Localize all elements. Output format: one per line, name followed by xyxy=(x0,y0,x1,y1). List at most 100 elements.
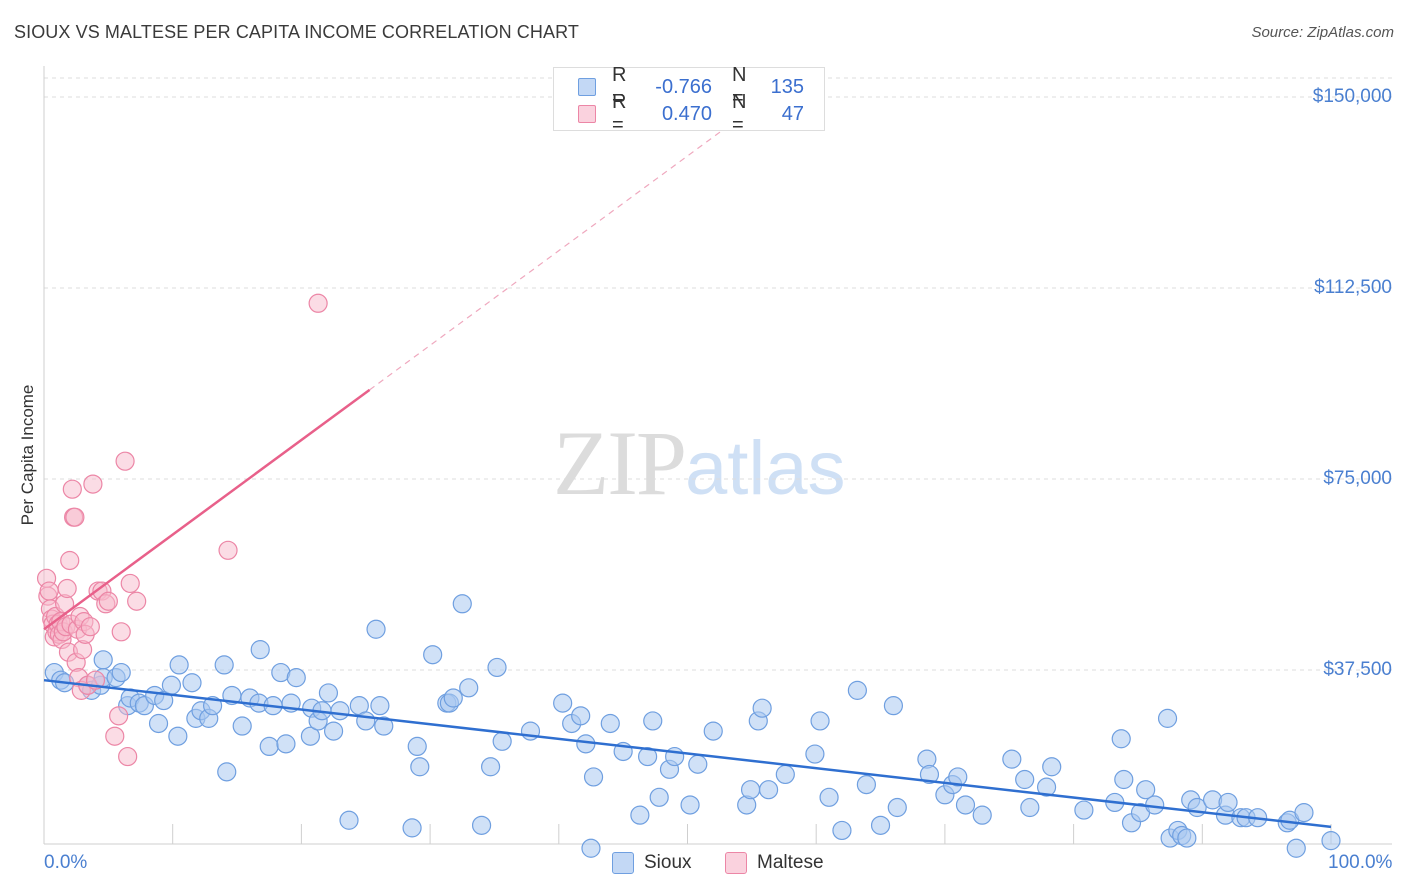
sioux-point xyxy=(1002,749,1022,769)
sioux-point xyxy=(581,838,601,858)
sioux-point xyxy=(805,744,825,764)
maltese-point xyxy=(308,293,328,313)
watermark: ZIPatlas xyxy=(553,410,846,516)
sioux-point xyxy=(649,787,669,807)
sioux-n-label: N = xyxy=(732,64,747,109)
x-tick-max: 100.0% xyxy=(1328,852,1393,873)
sioux-point xyxy=(168,726,188,746)
sioux-point xyxy=(1218,792,1238,813)
maltese-point xyxy=(118,746,138,767)
sioux-point xyxy=(148,713,169,734)
y-tick-label: $37,500 xyxy=(1323,659,1392,680)
maltese-point xyxy=(105,726,125,746)
sioux-point xyxy=(1111,729,1131,749)
sioux-point xyxy=(643,711,663,731)
maltese-point xyxy=(120,573,140,594)
legend-item-maltese[interactable]: Maltese xyxy=(725,852,824,874)
sioux-point xyxy=(161,675,182,695)
sioux-point xyxy=(832,820,852,841)
sioux-point xyxy=(492,731,512,751)
sioux-n-value: 135 xyxy=(770,75,804,98)
maltese-point xyxy=(127,591,147,611)
legend-maltese-swatch xyxy=(725,852,747,874)
sioux-point xyxy=(217,762,237,782)
sioux-point xyxy=(752,698,772,718)
sioux-point xyxy=(758,780,779,800)
sioux-point xyxy=(407,736,427,757)
maltese-n-label: N = xyxy=(732,91,747,136)
maltese-trend-extension xyxy=(369,127,727,391)
sioux-swatch xyxy=(578,78,596,96)
sioux-point xyxy=(583,767,604,787)
sioux-point xyxy=(1042,757,1062,777)
maltese-n-value: 47 xyxy=(781,102,804,125)
sioux-point xyxy=(459,678,479,698)
sioux-point xyxy=(856,774,876,795)
sioux-point xyxy=(1136,780,1156,800)
sioux-point xyxy=(638,746,658,767)
sioux-point xyxy=(600,713,620,734)
sioux-point xyxy=(93,650,113,670)
sioux-point xyxy=(703,721,723,741)
maltese-point xyxy=(83,474,103,494)
sioux-point xyxy=(1036,777,1057,797)
sioux-point xyxy=(775,764,795,785)
sioux-point xyxy=(423,645,443,665)
sioux-point xyxy=(553,693,573,713)
sioux-point xyxy=(169,655,189,675)
maltese-swatch xyxy=(578,105,596,123)
x-tick-min: 0.0% xyxy=(44,852,88,873)
sioux-point xyxy=(111,662,131,683)
sioux-point xyxy=(571,706,591,726)
sioux-point xyxy=(402,818,422,838)
maltese-point xyxy=(98,591,118,611)
legend-sioux-swatch xyxy=(612,852,634,874)
maltese-point xyxy=(65,507,85,527)
sioux-point xyxy=(847,680,867,700)
chart-title: SIOUX VS MALTESE PER CAPITA INCOME CORRE… xyxy=(14,22,579,42)
sioux-point xyxy=(443,688,463,708)
sioux-point xyxy=(1294,803,1314,823)
sioux-point xyxy=(887,797,907,818)
legend-item-sioux[interactable]: Sioux xyxy=(612,852,692,874)
maltese-point xyxy=(115,451,135,471)
sioux-point xyxy=(972,805,992,825)
source-note: Source: ZipAtlas.com xyxy=(1251,24,1394,41)
watermark-zip: ZIP xyxy=(553,412,687,514)
sioux-point xyxy=(948,767,968,787)
sioux-trend-line xyxy=(43,678,1332,829)
sioux-point xyxy=(480,757,501,777)
trend-lines xyxy=(43,127,1332,829)
sioux-point xyxy=(1321,831,1341,851)
sioux-point xyxy=(214,655,234,675)
sioux-point xyxy=(883,696,904,716)
maltese-point xyxy=(109,706,129,726)
maltese-point xyxy=(57,578,77,599)
sioux-point xyxy=(232,716,252,736)
sioux-point xyxy=(1177,828,1197,848)
sioux-point xyxy=(182,673,202,693)
y-tick-label: $75,000 xyxy=(1323,468,1392,489)
sioux-point xyxy=(919,764,940,785)
maltese-r-label: R = xyxy=(612,91,627,136)
sioux-series xyxy=(44,594,1341,858)
sioux-point xyxy=(1114,769,1134,790)
sioux-point xyxy=(680,795,700,815)
sioux-point xyxy=(276,734,296,754)
sioux-point xyxy=(1074,800,1094,820)
maltese-point xyxy=(39,581,59,601)
sioux-point xyxy=(819,787,839,807)
sioux-point xyxy=(370,696,390,716)
sioux-point xyxy=(339,810,359,830)
sioux-point xyxy=(870,815,891,835)
sioux-r-value: -0.766 xyxy=(655,75,712,98)
maltese-point xyxy=(80,617,100,637)
sioux-point xyxy=(740,780,761,800)
sioux-point xyxy=(1015,769,1035,790)
gridlines xyxy=(44,77,1392,671)
maltese-point xyxy=(62,479,82,499)
y-tick-label: $112,500 xyxy=(1314,277,1392,298)
sioux-point xyxy=(374,716,394,736)
sioux-point xyxy=(366,619,386,639)
